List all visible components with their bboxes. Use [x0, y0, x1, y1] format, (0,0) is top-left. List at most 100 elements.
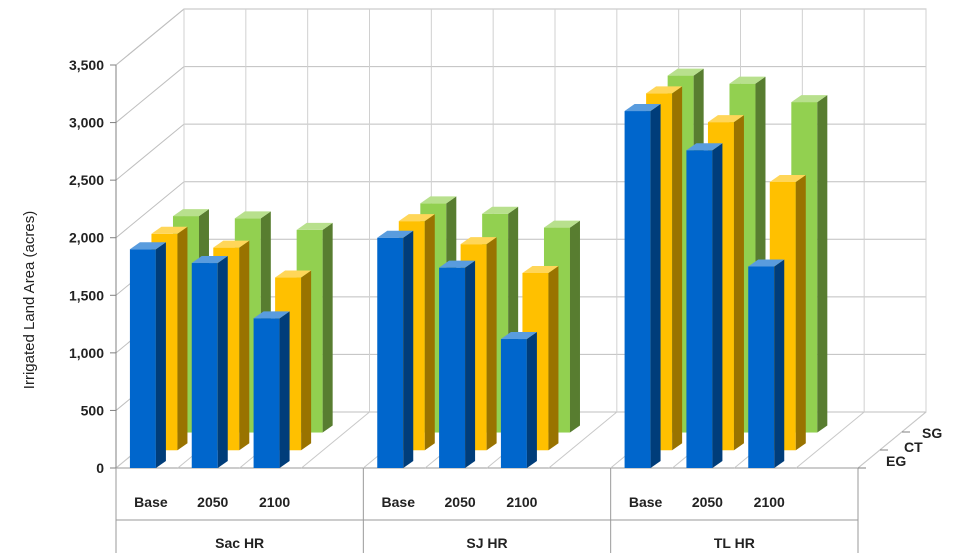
bar-front-face: [253, 318, 280, 468]
bar-top-face: [667, 68, 704, 76]
bar-top-face: [151, 226, 188, 234]
gridline-side: [115, 8, 185, 66]
x-subcategory-label: 2050: [197, 494, 228, 510]
bar-top-face: [439, 260, 476, 268]
bar-side-face: [712, 143, 723, 468]
bar-side-face: [672, 86, 683, 451]
bar-top-face: [420, 196, 457, 204]
bar-EG-SJ-HR-Base: [377, 230, 414, 468]
x-subcategory-label: 2050: [445, 494, 476, 510]
bar-top-face: [253, 311, 290, 319]
floor-division: [857, 411, 927, 469]
bar-EG-SJ-HR-2100: [500, 332, 537, 468]
x-subcategory-label: Base: [382, 494, 416, 510]
bar-top-face: [748, 259, 785, 267]
depth-axis-label: CT: [904, 439, 923, 455]
y-tick-label: 3,000: [69, 115, 104, 131]
bar-front-face: [191, 263, 218, 468]
x-subcategory-label: 2100: [754, 494, 785, 510]
bars: [129, 68, 828, 469]
gridline-side: [115, 181, 185, 239]
x-group-label: Sac HR: [215, 535, 264, 551]
bar-top-face: [707, 115, 744, 123]
bar-top-face: [500, 332, 537, 340]
bar-top-face: [460, 237, 497, 245]
bar-front-face: [439, 267, 466, 468]
y-tick-label: 3,500: [69, 57, 104, 73]
bar-front-face: [748, 266, 775, 468]
y-axis-label: Irrigated Land Area (acres): [21, 211, 38, 389]
bar-side-face: [403, 230, 414, 468]
bar-top-face: [729, 76, 766, 84]
x-subcategory-label: Base: [629, 494, 663, 510]
bar-front-face: [500, 339, 527, 468]
axes: [110, 64, 910, 553]
bar-top-face: [482, 206, 519, 214]
bar-top-face: [624, 104, 661, 112]
x-subcategory-label: 2100: [259, 494, 290, 510]
bar-side-face: [155, 242, 166, 468]
bar-top-face: [129, 242, 166, 250]
bar-top-face: [275, 270, 312, 278]
y-tick-label: 2,000: [69, 230, 104, 246]
y-tick-label: 1,500: [69, 287, 104, 303]
y-tick-label: 2,500: [69, 172, 104, 188]
bar-side-face: [733, 115, 744, 451]
x-subcategory-label: 2050: [692, 494, 723, 510]
bar-side-face: [817, 95, 828, 433]
bar-side-face: [217, 256, 228, 468]
bar-top-face: [543, 220, 580, 228]
bar-top-face: [522, 265, 559, 273]
bar-front-face: [686, 150, 713, 468]
floor-division: [301, 411, 370, 469]
y-tick-label: 500: [81, 402, 105, 418]
bar-top-face: [296, 222, 333, 230]
bar-EG-TL-HR-2100: [748, 259, 785, 468]
bar-front-face: [624, 111, 651, 469]
x-subcategory-label: Base: [134, 494, 168, 510]
bar-EG-Sac-HR-Base: [129, 242, 166, 468]
labels: 0 500 1,000 1,500 2,000 2,500 3,000 3,500 Base 20…: [69, 57, 942, 551]
bar-side-face: [279, 311, 290, 468]
bar-top-face: [398, 214, 435, 222]
bar-EG-Sac-HR-2100: [253, 311, 290, 468]
bar-top-face: [791, 95, 828, 103]
bar-EG-TL-HR-2050: [686, 143, 723, 468]
depth-axis-label: SG: [922, 425, 942, 441]
gridline-side: [115, 123, 185, 181]
bar-side-face: [424, 214, 435, 451]
bar-side-face: [177, 226, 188, 451]
bar-side-face: [526, 332, 537, 468]
x-subcategory-label: 2100: [506, 494, 537, 510]
bar-side-face: [486, 237, 497, 451]
y-tick-label: 1,000: [69, 345, 104, 361]
bar-side-face: [465, 260, 476, 468]
bar-top-face: [213, 240, 250, 248]
gridline-side: [115, 66, 185, 123]
x-group-label: SJ HR: [466, 535, 507, 551]
bar-EG-SJ-HR-2050: [439, 260, 476, 468]
floor-division: [795, 411, 865, 469]
bar-top-face: [191, 256, 228, 264]
bar-side-face: [548, 265, 559, 451]
bar-side-face: [795, 174, 806, 451]
bar-top-face: [172, 209, 209, 217]
bar-side-face: [301, 270, 312, 451]
floor-division: [548, 411, 618, 469]
depth-axis-label: EG: [886, 453, 906, 469]
bar-EG-TL-HR-Base: [624, 104, 661, 469]
y-tick-label: 0: [96, 460, 104, 476]
bar-top-face: [377, 230, 414, 238]
bar-side-face: [650, 104, 661, 469]
bar-top-face: [769, 174, 806, 182]
bar-side-face: [569, 220, 580, 433]
x-group-label: TL HR: [714, 535, 755, 551]
bar-side-face: [774, 259, 785, 468]
bar-side-face: [322, 222, 333, 433]
bar-front-face: [377, 237, 404, 468]
bar-top-face: [234, 211, 271, 219]
bar-top-face: [646, 86, 683, 94]
bar-EG-Sac-HR-2050: [191, 256, 228, 468]
bar-front-face: [129, 249, 156, 468]
